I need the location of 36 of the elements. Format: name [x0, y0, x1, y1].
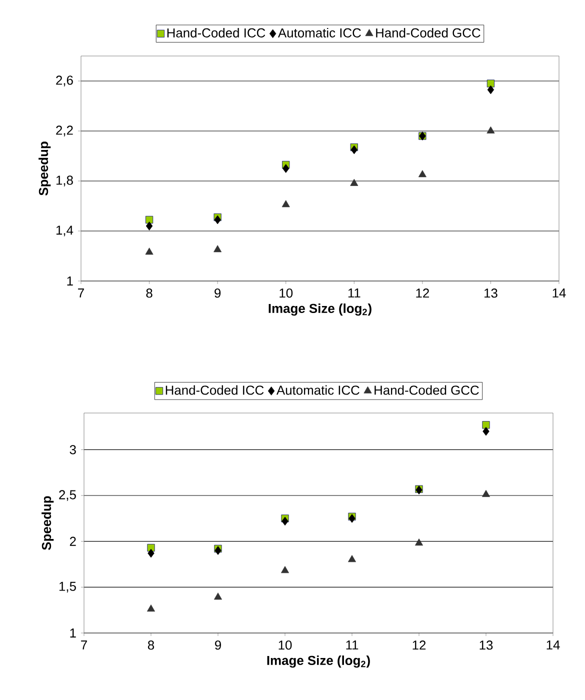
- x-tick-label: 13: [480, 640, 493, 650]
- y-tick-label: 3: [70, 445, 76, 454]
- x-tick-label: 7: [78, 288, 84, 298]
- x-tick-label: 8: [148, 640, 154, 650]
- legend-label: Hand-Coded ICC: [167, 28, 266, 38]
- y-tick-label: 2,2: [56, 126, 73, 136]
- x-tick-label: 9: [215, 640, 221, 650]
- x-tick-label: 10: [280, 288, 293, 298]
- x-axis-title: Image Size (log$_{2}$): [268, 304, 372, 316]
- y-tick-label: 2,5: [59, 490, 76, 501]
- y-tick-label: 1,4: [56, 226, 74, 236]
- x-tick-label: 12: [412, 640, 426, 650]
- y-axis-title: Speedup: [42, 496, 54, 550]
- legend-label: Automatic ICC: [276, 385, 360, 395]
- legend-label: Hand-Coded ICC: [166, 385, 264, 395]
- y-tick-label: 1,5: [59, 582, 76, 592]
- x-tick-label: 14: [546, 640, 560, 650]
- y-tick-label: 2: [70, 536, 76, 546]
- x-tick-label: 11: [346, 640, 358, 650]
- x-axis-title: Image Size (log$_{2}$): [267, 656, 370, 668]
- x-tick-label: 11: [348, 288, 360, 298]
- y-axis-title: Speedup: [38, 142, 51, 196]
- x-tick-label: 14: [552, 288, 566, 298]
- y-tick-label: 2,6: [56, 76, 73, 86]
- x-tick-label: 9: [214, 288, 221, 298]
- y-tick-label: 1: [67, 276, 73, 286]
- x-tick-label: 7: [81, 640, 87, 650]
- x-tick-label: 12: [416, 288, 429, 298]
- legend-label: Hand-Coded GCC: [376, 28, 480, 38]
- y-tick-label: 1,8: [56, 176, 73, 186]
- legend-label: Automatic ICC: [278, 28, 361, 38]
- y-tick-label: 1: [70, 628, 76, 638]
- x-tick-label: 10: [278, 640, 292, 650]
- x-tick-label: 13: [484, 288, 498, 298]
- x-tick-label: 8: [146, 288, 152, 298]
- legend-label: Hand-Coded GCC: [374, 385, 479, 395]
